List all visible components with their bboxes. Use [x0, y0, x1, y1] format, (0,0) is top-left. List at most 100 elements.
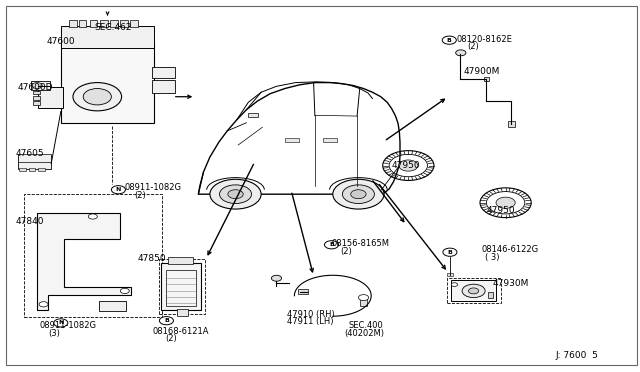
Text: 47840: 47840 — [16, 217, 45, 226]
Text: 47950: 47950 — [392, 161, 420, 170]
Bar — [159, 259, 205, 314]
Circle shape — [468, 288, 479, 294]
Bar — [31, 81, 50, 90]
Bar — [120, 20, 128, 27]
Text: SEC.462: SEC.462 — [95, 23, 132, 32]
Bar — [484, 77, 489, 81]
Bar — [488, 292, 493, 298]
Circle shape — [442, 36, 456, 44]
Bar — [110, 20, 118, 27]
Text: (2): (2) — [467, 42, 479, 51]
Text: N: N — [58, 320, 63, 326]
Text: B: B — [447, 250, 452, 255]
Bar — [19, 168, 26, 171]
Bar — [298, 289, 308, 294]
Text: 47900M: 47900M — [464, 67, 500, 76]
Circle shape — [451, 283, 458, 286]
Bar — [177, 309, 188, 316]
Bar — [451, 280, 496, 301]
Bar — [61, 43, 154, 123]
Bar — [168, 257, 193, 264]
Bar — [508, 121, 515, 127]
Bar — [166, 270, 196, 306]
Text: (3): (3) — [48, 328, 60, 337]
Text: 08120-8162E: 08120-8162E — [456, 35, 512, 44]
Circle shape — [358, 295, 369, 301]
Text: 47600D: 47600D — [18, 83, 53, 92]
Circle shape — [351, 190, 366, 199]
Circle shape — [32, 83, 42, 89]
Bar — [61, 26, 154, 48]
Text: J: 7600  5: J: 7600 5 — [556, 351, 598, 360]
Bar — [90, 20, 97, 27]
Text: 47850: 47850 — [138, 254, 166, 263]
Circle shape — [228, 190, 243, 199]
Polygon shape — [37, 213, 131, 310]
Circle shape — [220, 185, 252, 203]
Circle shape — [324, 241, 339, 249]
Bar — [33, 101, 40, 105]
Text: 47605: 47605 — [16, 149, 45, 158]
Text: B: B — [164, 318, 169, 323]
Bar — [33, 91, 40, 94]
Text: (2): (2) — [165, 334, 177, 343]
Text: 47950: 47950 — [486, 206, 515, 215]
Circle shape — [120, 288, 129, 294]
Circle shape — [39, 302, 48, 307]
Bar — [99, 301, 126, 311]
Text: B: B — [447, 38, 452, 43]
Circle shape — [210, 179, 261, 209]
Circle shape — [462, 284, 485, 298]
Text: 47930M: 47930M — [493, 279, 529, 288]
Polygon shape — [198, 83, 400, 194]
Text: 47911 (LH): 47911 (LH) — [287, 317, 333, 326]
Text: (2): (2) — [340, 247, 352, 256]
Circle shape — [83, 89, 111, 105]
Bar — [18, 155, 51, 169]
Text: (40202M): (40202M) — [344, 328, 385, 337]
Text: 47600: 47600 — [46, 37, 75, 46]
Bar — [69, 20, 77, 27]
Circle shape — [399, 160, 418, 171]
Text: ( 3): ( 3) — [485, 253, 500, 262]
Text: 08911-1082G: 08911-1082G — [40, 321, 97, 330]
Bar — [360, 298, 367, 306]
Bar — [79, 20, 86, 27]
Bar — [161, 263, 201, 310]
Bar — [18, 154, 51, 162]
Text: 08911-1082G: 08911-1082G — [125, 183, 182, 192]
Circle shape — [111, 186, 125, 194]
Bar — [248, 113, 258, 117]
Bar — [323, 138, 337, 142]
Circle shape — [342, 185, 374, 203]
Bar — [29, 168, 35, 171]
Circle shape — [54, 319, 68, 327]
Bar — [447, 278, 501, 303]
Circle shape — [73, 83, 122, 111]
Circle shape — [88, 214, 97, 219]
Circle shape — [271, 275, 282, 281]
Bar — [33, 96, 40, 100]
Text: SEC.400: SEC.400 — [349, 321, 383, 330]
Bar — [38, 168, 45, 171]
Text: 08168-6121A: 08168-6121A — [152, 327, 209, 336]
Bar — [100, 20, 108, 27]
Circle shape — [496, 197, 515, 208]
Text: 47910 (RH): 47910 (RH) — [287, 310, 335, 319]
Bar — [152, 80, 175, 93]
Text: B: B — [329, 242, 334, 247]
Text: 08146-6122G: 08146-6122G — [481, 245, 538, 254]
Text: N: N — [116, 187, 121, 192]
Bar — [285, 138, 299, 142]
Bar — [24, 194, 162, 317]
Circle shape — [333, 179, 384, 209]
Circle shape — [443, 248, 457, 256]
Circle shape — [456, 50, 466, 56]
Bar — [38, 87, 63, 108]
Circle shape — [159, 317, 173, 325]
Bar — [152, 67, 175, 78]
Text: (2): (2) — [134, 191, 146, 200]
Bar — [447, 273, 453, 276]
Text: 08156-8165M: 08156-8165M — [332, 239, 390, 248]
Bar — [130, 20, 138, 27]
